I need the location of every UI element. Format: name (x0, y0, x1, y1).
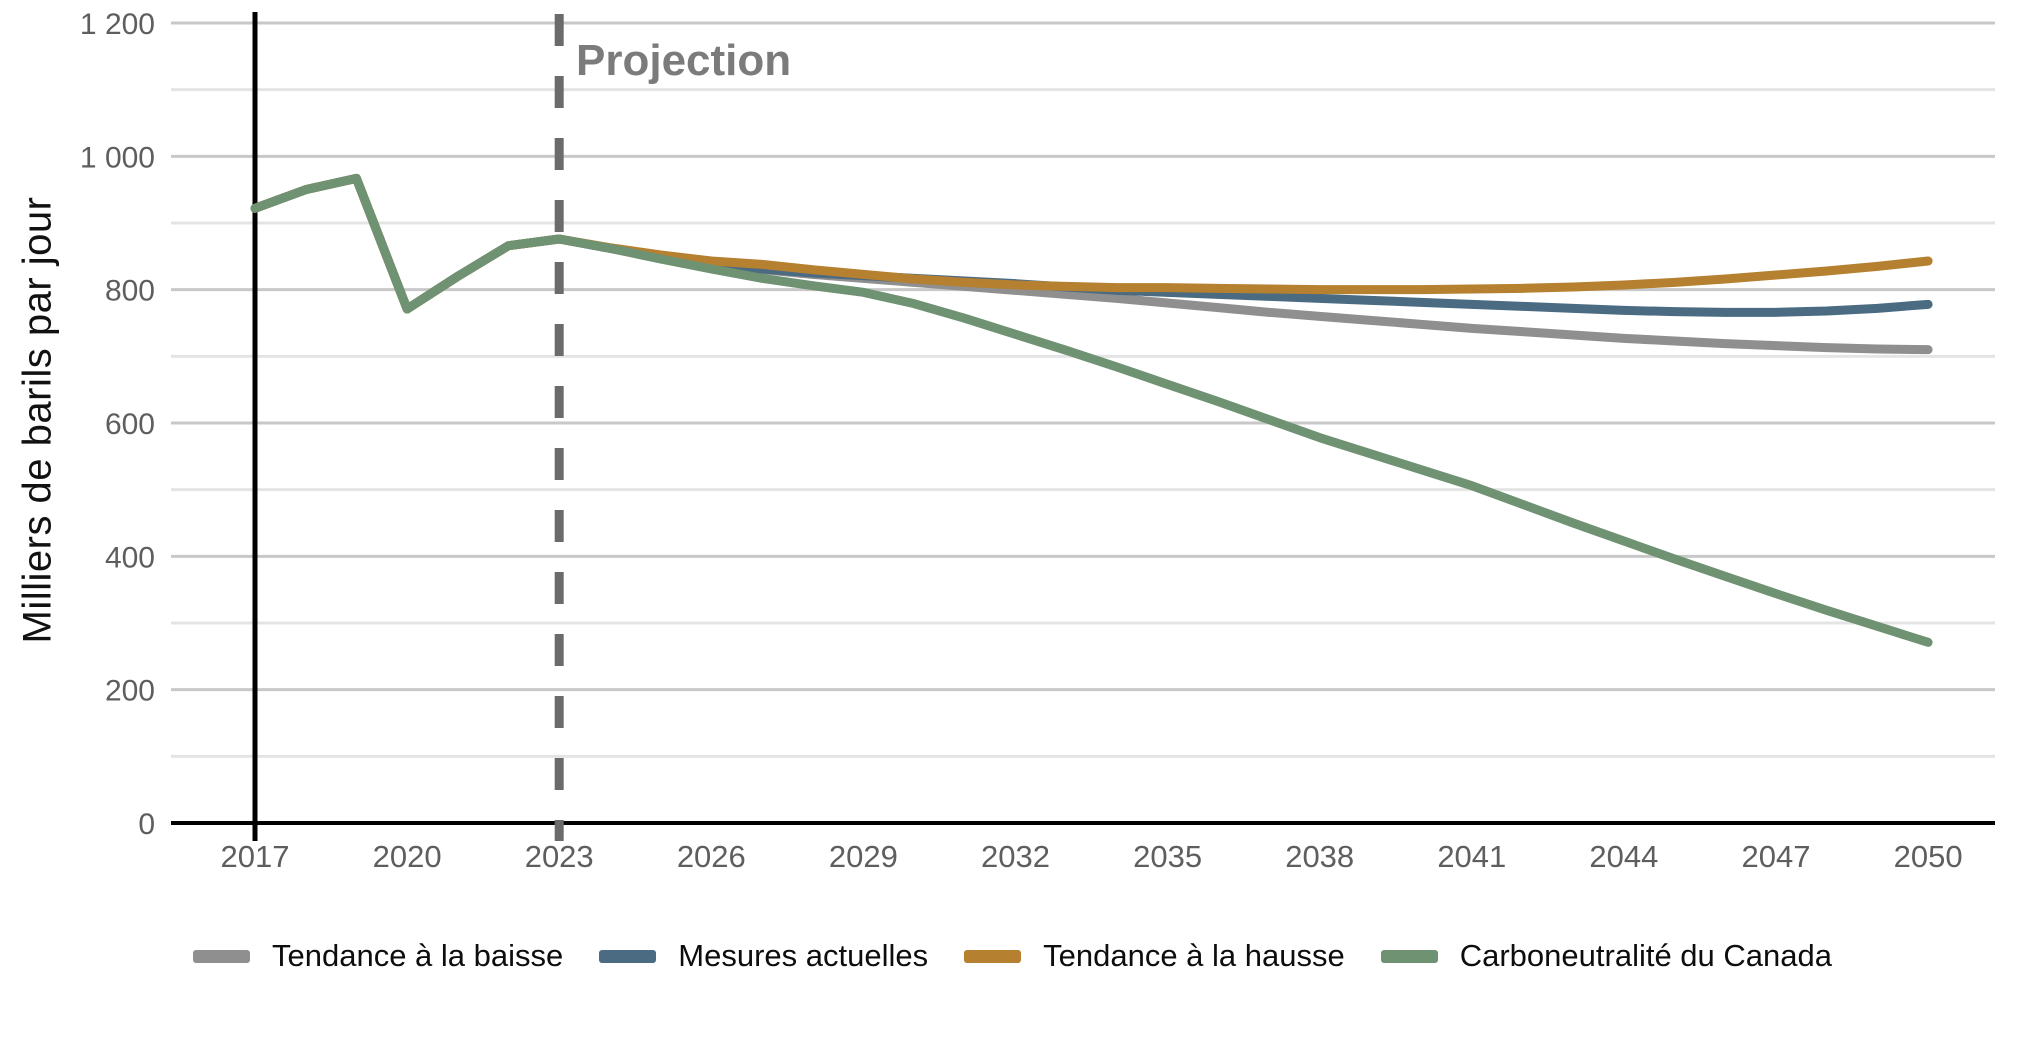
x-tick-label-2026: 2026 (677, 839, 746, 874)
legend-swatch-gray (193, 949, 250, 963)
legend-item-mesures-actuelles: Mesures actuelles (599, 938, 928, 974)
y-tick-label-400: 400 (105, 541, 155, 574)
x-tick-label-2023: 2023 (525, 839, 594, 874)
x-tick-label-2020: 2020 (373, 839, 442, 874)
series-line-carboneutralit-du-canada (250, 173, 1933, 647)
y-tick-label-1200: 1 200 (80, 8, 155, 41)
legend-swatch-orange (964, 949, 1022, 963)
y-tick-label-1000: 1 000 (80, 141, 155, 174)
legend-label: Carboneutralité du Canada (1459, 938, 1832, 973)
legend-item-tendance-hausse: Tendance à la hausse (964, 938, 1345, 974)
legend-label: Tendance à la hausse (1043, 938, 1345, 973)
legend: Tendance à la baisse Mesures actuelles T… (0, 938, 2025, 974)
x-tick-label-2035: 2035 (1133, 839, 1202, 874)
projection-annotation: Projection (576, 36, 792, 85)
x-tick-label-2041: 2041 (1437, 839, 1506, 874)
y-tick-label-200: 200 (105, 675, 155, 708)
y-tick-label-800: 800 (105, 275, 155, 308)
legend-swatch-green (1380, 949, 1438, 963)
x-tick-label-2050: 2050 (1894, 839, 1963, 874)
legend-item-carboneutralite: Carboneutralité du Canada (1380, 938, 1832, 974)
legend-label: Tendance à la baisse (272, 938, 564, 973)
y-tick-label-600: 600 (105, 408, 155, 441)
x-tick-label-2044: 2044 (1589, 839, 1658, 874)
line-chart-canvas: 0 200 400 600 800 1 000 1 200 2017 2020 2023 2026 2… (80, 8, 1995, 874)
legend-item-tendance-baisse: Tendance à la baisse (193, 938, 563, 974)
legend-label: Mesures actuelles (678, 938, 929, 973)
x-tick-label-2017: 2017 (221, 839, 290, 874)
x-tick-label-2047: 2047 (1742, 839, 1811, 874)
x-tick-label-2032: 2032 (981, 839, 1050, 874)
x-tick-label-2038: 2038 (1285, 839, 1354, 874)
legend-swatch-blue (599, 949, 657, 963)
y-tick-label-0: 0 (138, 808, 155, 841)
y-axis-title: Milliers de barils par jour (15, 196, 60, 644)
x-tick-label-2029: 2029 (829, 839, 898, 874)
series-line-tendance-la-baisse (250, 173, 1933, 355)
